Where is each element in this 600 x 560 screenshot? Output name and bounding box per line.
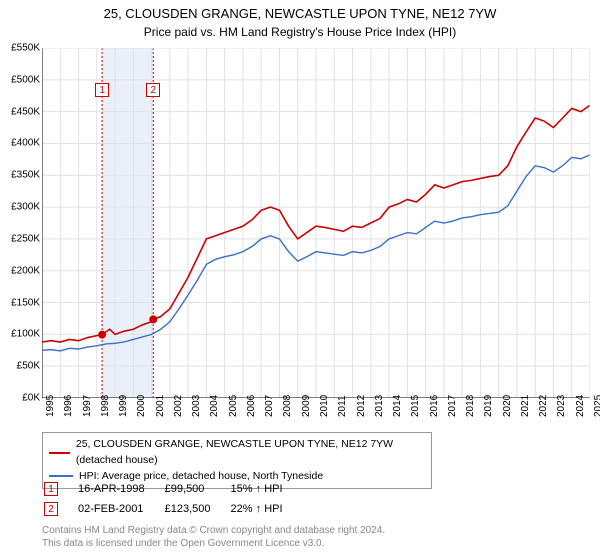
x-tick-label: 2005 bbox=[228, 395, 239, 417]
x-tick-label: 2004 bbox=[209, 395, 220, 417]
x-tick-label: 2007 bbox=[264, 395, 275, 417]
y-tick-label: £350K bbox=[0, 170, 40, 181]
chart-title: 25, CLOUSDEN GRANGE, NEWCASTLE UPON TYNE… bbox=[0, 0, 600, 23]
x-tick-label: 2000 bbox=[136, 395, 147, 417]
y-tick-label: £250K bbox=[0, 233, 40, 244]
x-tick-label: 2018 bbox=[465, 395, 476, 417]
x-tick-label: 2008 bbox=[282, 395, 293, 417]
x-tick-label: 2011 bbox=[337, 395, 348, 417]
x-tick-label: 2001 bbox=[155, 395, 166, 417]
y-tick-label: £100K bbox=[0, 329, 40, 340]
x-tick-label: 1997 bbox=[82, 395, 93, 417]
y-tick-label: £450K bbox=[0, 106, 40, 117]
x-tick-label: 2021 bbox=[520, 395, 531, 417]
y-tick-label: £550K bbox=[0, 43, 40, 54]
y-tick-label: £0K bbox=[0, 393, 40, 404]
chart-container: 25, CLOUSDEN GRANGE, NEWCASTLE UPON TYNE… bbox=[0, 0, 600, 560]
table-row: 2 02-FEB-2001 £123,500 22% ↑ HPI bbox=[44, 500, 301, 518]
legend-swatch-1 bbox=[49, 452, 70, 454]
x-tick-label: 2002 bbox=[173, 395, 184, 417]
x-tick-label: 2006 bbox=[246, 395, 257, 417]
x-tick-label: 2022 bbox=[538, 395, 549, 417]
chart-annotation-badge: 1 bbox=[95, 83, 109, 97]
event-badge: 1 bbox=[44, 482, 58, 496]
sale-events-table: 1 16-APR-1998 £99,500 15% ↑ HPI 2 02-FEB… bbox=[42, 478, 303, 520]
x-tick-label: 2013 bbox=[374, 395, 385, 417]
y-tick-label: £300K bbox=[0, 202, 40, 213]
table-row: 1 16-APR-1998 £99,500 15% ↑ HPI bbox=[44, 480, 301, 498]
x-tick-label: 2020 bbox=[502, 395, 513, 417]
x-tick-label: 2017 bbox=[447, 395, 458, 417]
event-badge: 2 bbox=[44, 502, 58, 516]
x-tick-label: 2015 bbox=[410, 395, 421, 417]
x-tick-label: 1999 bbox=[118, 395, 129, 417]
x-tick-label: 1998 bbox=[100, 395, 111, 417]
x-tick-label: 2014 bbox=[392, 395, 403, 417]
event-date: 02-FEB-2001 bbox=[78, 500, 163, 518]
chart-subtitle: Price paid vs. HM Land Registry's House … bbox=[0, 25, 600, 39]
x-tick-label: 2010 bbox=[319, 395, 330, 417]
event-date: 16-APR-1998 bbox=[78, 480, 163, 498]
x-tick-label: 1995 bbox=[45, 395, 56, 417]
chart-area: £0K£50K£100K£150K£200K£250K£300K£350K£40… bbox=[42, 48, 590, 398]
legend-row: 25, CLOUSDEN GRANGE, NEWCASTLE UPON TYNE… bbox=[49, 437, 425, 469]
x-tick-label: 2012 bbox=[356, 395, 367, 417]
x-tick-label: 2009 bbox=[301, 395, 312, 417]
x-tick-label: 2023 bbox=[556, 395, 567, 417]
event-price: £99,500 bbox=[165, 480, 229, 498]
chart-annotation-badge: 2 bbox=[146, 83, 160, 97]
x-tick-label: 2024 bbox=[575, 395, 586, 417]
event-pct: 22% ↑ HPI bbox=[231, 500, 301, 518]
y-tick-label: £500K bbox=[0, 74, 40, 85]
legend-label-1: 25, CLOUSDEN GRANGE, NEWCASTLE UPON TYNE… bbox=[76, 437, 425, 469]
y-tick-label: £400K bbox=[0, 138, 40, 149]
y-tick-label: £200K bbox=[0, 265, 40, 276]
x-tick-label: 2019 bbox=[483, 395, 494, 417]
y-tick-label: £50K bbox=[0, 361, 40, 372]
x-tick-label: 2025 bbox=[593, 395, 600, 417]
y-tick-label: £150K bbox=[0, 297, 40, 308]
x-tick-label: 2016 bbox=[429, 395, 440, 417]
x-tick-label: 1996 bbox=[63, 395, 74, 417]
x-tick-label: 2003 bbox=[191, 395, 202, 417]
event-price: £123,500 bbox=[165, 500, 229, 518]
plot-svg bbox=[42, 48, 590, 398]
copyright-text: Contains HM Land Registry data © Crown c… bbox=[42, 524, 385, 550]
event-pct: 15% ↑ HPI bbox=[231, 480, 301, 498]
